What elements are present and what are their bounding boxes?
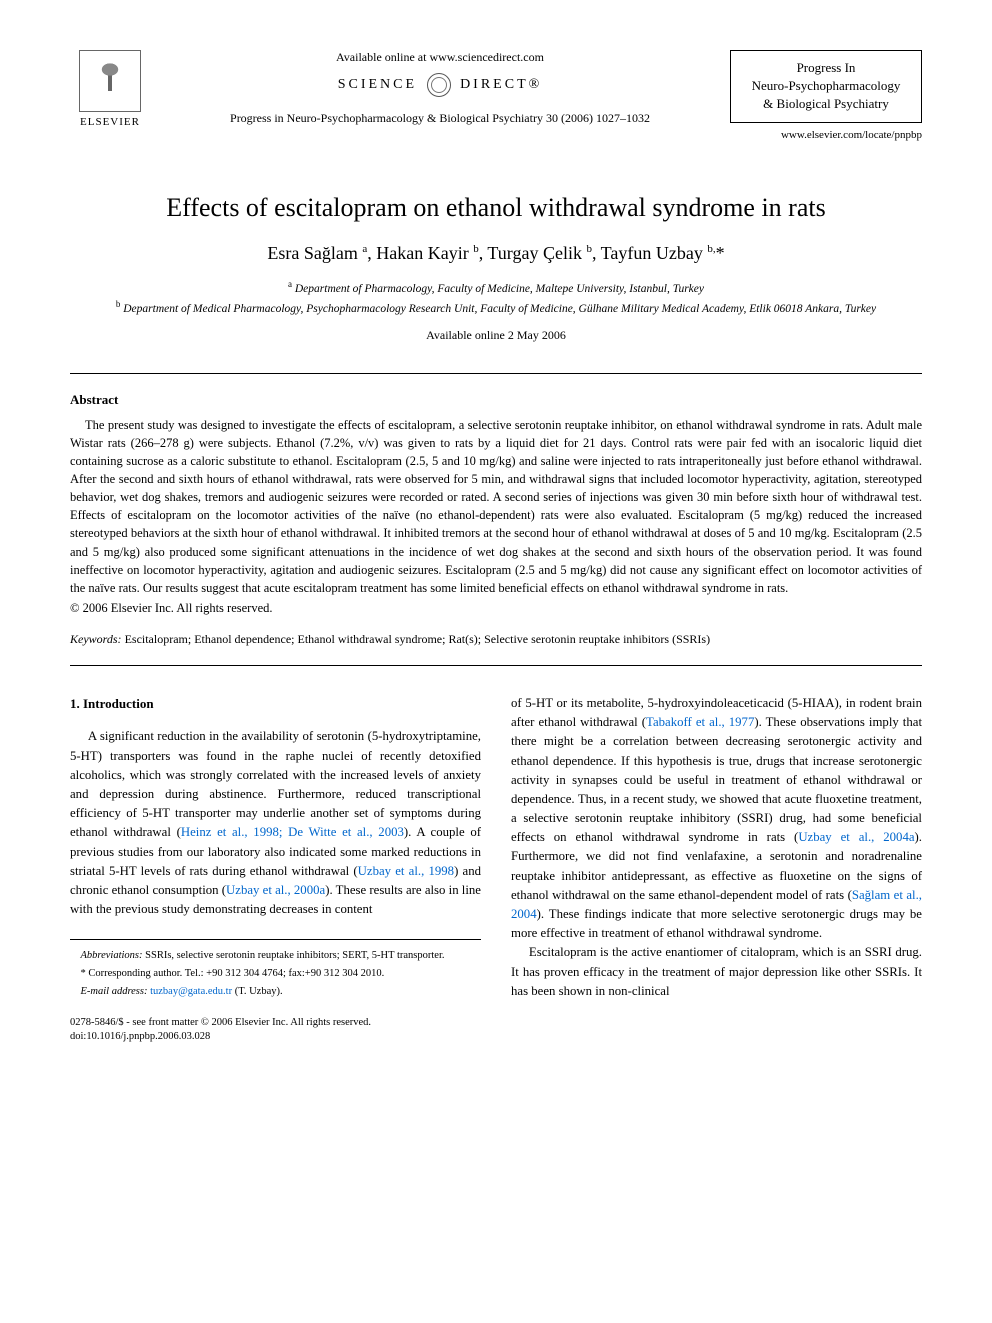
intro-p2-right: Escitalopram is the active enantiomer of… (511, 943, 922, 1001)
footnote-email: E-mail address: tuzbay@gata.edu.tr (T. U… (70, 984, 481, 1000)
center-header: Available online at www.sciencedirect.co… (150, 50, 730, 126)
footnotes: Abbreviations: SSRIs, selective serotoni… (70, 939, 481, 999)
ref-link-2[interactable]: Uzbay et al., 1998 (358, 864, 454, 878)
paper-page: ELSEVIER Available online at www.science… (0, 0, 992, 1095)
affiliations: a Department of Pharmacology, Faculty of… (70, 278, 922, 318)
affiliation-a-text: Department of Pharmacology, Faculty of M… (295, 282, 704, 294)
intro-text-8: ). These findings indicate that more sel… (511, 907, 922, 940)
ref-link-4[interactable]: Tabakoff et al., 1977 (646, 715, 754, 729)
keywords-text: Escitalopram; Ethanol dependence; Ethano… (125, 632, 711, 646)
intro-text-6: ). These observations imply that there m… (511, 715, 922, 844)
sd-right: DIRECT® (460, 77, 542, 92)
email-label: E-mail address: (81, 986, 148, 997)
footnote-abbrev: Abbreviations: SSRIs, selective serotoni… (70, 948, 481, 964)
abstract-copyright: © 2006 Elsevier Inc. All rights reserved… (70, 601, 922, 616)
divider-bottom (70, 665, 922, 666)
affiliation-b: b Department of Medical Pharmacology, Ps… (70, 298, 922, 318)
email-link[interactable]: tuzbay@gata.edu.tr (150, 986, 232, 997)
journal-box-wrap: Progress In Neuro-Psychopharmacology & B… (730, 50, 922, 141)
journal-url: www.elsevier.com/locate/pnpbp (781, 129, 922, 141)
affiliation-b-text: Department of Medical Pharmacology, Psyc… (123, 302, 876, 314)
ref-link-1[interactable]: Heinz et al., 1998; De Witte et al., 200… (181, 825, 404, 839)
intro-heading: 1. Introduction (70, 694, 481, 714)
body-columns: 1. Introduction A significant reduction … (70, 694, 922, 1002)
journal-box-line1: Progress In (741, 59, 911, 77)
ref-link-5[interactable]: Uzbay et al., 2004a (798, 830, 914, 844)
affiliation-a: a Department of Pharmacology, Faculty of… (70, 278, 922, 298)
available-online-text: Available online at www.sciencedirect.co… (170, 50, 710, 65)
email-person: (T. Uzbay). (235, 986, 283, 997)
journal-box-line3: & Biological Psychiatry (741, 95, 911, 113)
abbrev-text: SSRIs, selective serotonin reuptake inhi… (145, 950, 444, 961)
right-column: of 5-HT or its metabolite, 5-hydroxyindo… (511, 694, 922, 1002)
bottom-line2: doi:10.1016/j.pnpbp.2006.03.028 (70, 1030, 922, 1045)
elsevier-tree-icon (79, 50, 141, 112)
intro-p1-right: of 5-HT or its metabolite, 5-hydroxyindo… (511, 694, 922, 943)
abstract-text: The present study was designed to invest… (70, 416, 922, 597)
sd-left: SCIENCE (338, 77, 417, 92)
abstract-heading: Abstract (70, 392, 922, 408)
header-row: ELSEVIER Available online at www.science… (70, 50, 922, 141)
science-direct-logo: SCIENCE DIRECT® (338, 73, 543, 97)
sd-swirl-icon (427, 73, 451, 97)
authors-line: Esra Sağlam a, Hakan Kayir b, Turgay Çel… (70, 243, 922, 264)
keywords-line: Keywords: Escitalopram; Ethanol dependen… (70, 632, 922, 647)
left-column: 1. Introduction A significant reduction … (70, 694, 481, 1002)
bottom-copyright: 0278-5846/$ - see front matter © 2006 El… (70, 1016, 922, 1045)
keywords-label: Keywords: (70, 632, 122, 646)
divider-top (70, 373, 922, 374)
available-date: Available online 2 May 2006 (70, 328, 922, 343)
paper-title: Effects of escitalopram on ethanol withd… (70, 193, 922, 223)
footnote-corresponding: * Corresponding author. Tel.: +90 312 30… (70, 966, 481, 982)
journal-title-box: Progress In Neuro-Psychopharmacology & B… (730, 50, 922, 123)
journal-reference: Progress in Neuro-Psychopharmacology & B… (170, 111, 710, 126)
journal-box-line2: Neuro-Psychopharmacology (741, 77, 911, 95)
bottom-line1: 0278-5846/$ - see front matter © 2006 El… (70, 1016, 922, 1031)
abbrev-label: Abbreviations: (81, 950, 143, 961)
publisher-name: ELSEVIER (80, 116, 140, 128)
ref-link-3[interactable]: Uzbay et al., 2000a (226, 883, 325, 897)
intro-p1-left: A significant reduction in the availabil… (70, 727, 481, 919)
elsevier-logo: ELSEVIER (70, 50, 150, 140)
intro-text-1: A significant reduction in the availabil… (70, 729, 481, 839)
